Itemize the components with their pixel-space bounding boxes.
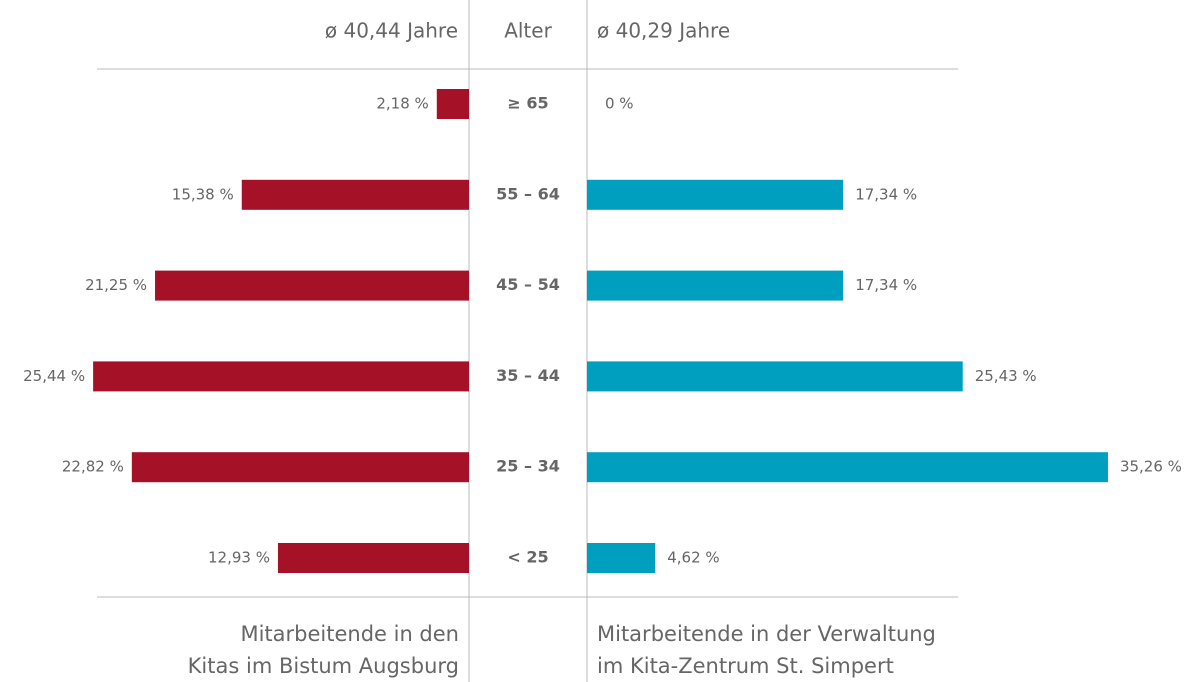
value-label: 15,38 %: [172, 185, 234, 203]
bar: [587, 270, 844, 301]
bar: [587, 452, 1108, 483]
bar: [277, 543, 469, 573]
legend-entry: Mitarbeitende in den Kitas im Bistum Aug…: [187, 622, 459, 678]
bar: [241, 179, 469, 210]
value-label: 17,34 %: [855, 185, 917, 203]
series-subtitle: ø 40,29 Jahre: [597, 19, 730, 43]
category-label: 55 – 64: [496, 184, 560, 203]
value-label: 22,82 %: [62, 458, 124, 476]
value-label: 2,18 %: [376, 95, 428, 113]
category-label: 35 – 44: [496, 366, 560, 385]
bar: [131, 452, 469, 483]
value-label: 35,26 %: [1120, 458, 1182, 476]
value-label: 17,34 %: [855, 276, 917, 294]
value-label: 0 %: [605, 95, 634, 113]
value-label: 4,62 %: [667, 549, 719, 567]
bar: [436, 89, 469, 119]
axis-title: Alter: [504, 19, 552, 43]
bar: [587, 179, 844, 210]
category-label: ≥ 65: [507, 94, 548, 113]
category-label: 25 – 34: [496, 457, 560, 476]
legend-entry: Mitarbeitende in der Verwaltung im Kita-…: [597, 622, 936, 678]
value-label: 25,43 %: [975, 367, 1037, 385]
series-subtitle: ø 40,44 Jahre: [325, 19, 458, 43]
value-label: 25,44 %: [23, 367, 85, 385]
bar: [587, 361, 963, 392]
category-label: < 25: [507, 548, 548, 567]
value-label: 12,93 %: [208, 549, 270, 567]
value-label: 21,25 %: [85, 276, 147, 294]
bar: [93, 361, 470, 392]
bar: [155, 270, 469, 301]
bar: [587, 543, 656, 573]
category-label: 45 – 54: [496, 275, 560, 294]
